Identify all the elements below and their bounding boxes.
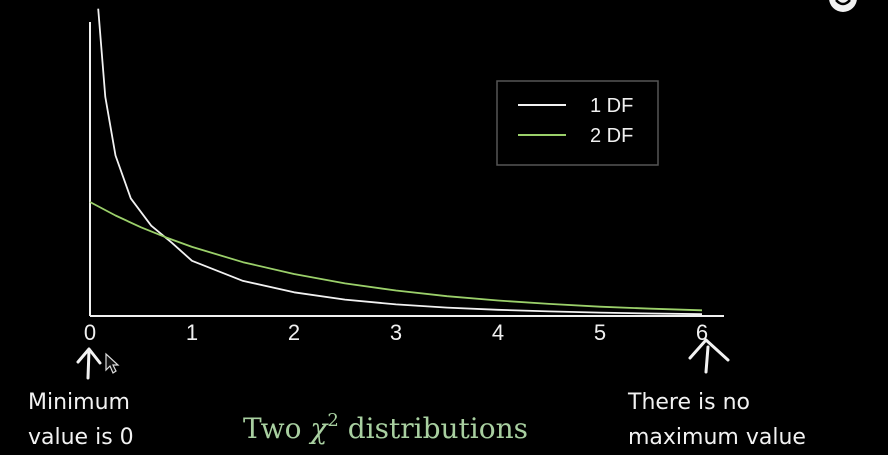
legend-box — [496, 80, 659, 166]
caption-symbol: χ — [308, 412, 329, 445]
x-tick-label-6: 6 — [696, 320, 708, 345]
caption-suffix: distributions — [339, 412, 528, 445]
x-tick-label-0: 0 — [84, 320, 96, 345]
legend-label-2df: 2 DF — [590, 125, 633, 147]
caption-superscript: 2 — [327, 410, 338, 431]
arrow-up-icon-right — [688, 338, 730, 374]
max-annotation-line1: There is no — [627, 390, 750, 415]
caption: Two χ2 distributions — [243, 410, 528, 445]
x-tick-label-2: 2 — [288, 320, 300, 345]
x-tick-labels: 0 1 2 3 4 5 6 — [84, 320, 708, 345]
max-annotation-line2: maximum value — [628, 425, 806, 450]
x-tick-label-1: 1 — [186, 320, 198, 345]
x-tick-label-4: 4 — [492, 320, 504, 345]
min-annotation-line2: value is 0 — [28, 425, 134, 450]
x-tick-label-5: 5 — [594, 320, 606, 345]
series-layer — [89, 8, 703, 316]
cursor-icon — [105, 352, 120, 374]
series-line-1-df — [97, 8, 703, 316]
legend: 1 DF 2 DF — [496, 80, 659, 166]
x-tick-label-3: 3 — [390, 320, 402, 345]
min-annotation-line1: Minimum — [28, 390, 130, 415]
legend-label-1df: 1 DF — [590, 95, 633, 117]
caption-prefix: Two — [243, 412, 310, 445]
series-line-2-df — [89, 201, 703, 312]
arrow-up-icon — [76, 347, 102, 380]
corner-logo-icon — [829, 0, 857, 12]
